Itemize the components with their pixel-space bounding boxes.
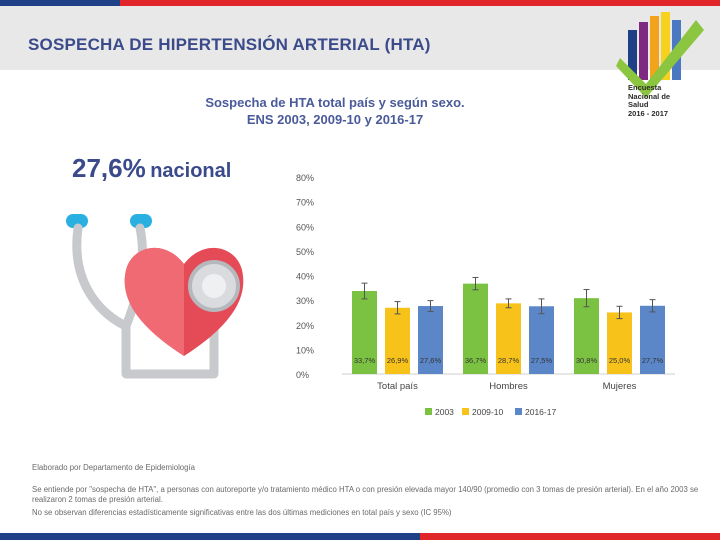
data-label: 27,7% — [642, 356, 664, 365]
logo-line: Encuesta — [628, 83, 662, 92]
logo-bar — [650, 16, 659, 80]
logo-check — [616, 20, 704, 98]
y-tick-label: 40% — [296, 272, 314, 282]
footnote-source: Elaborado por Departamento de Epidemiolo… — [32, 463, 195, 472]
ens-logo — [616, 12, 704, 98]
x-axis: Total país Hombres Mujeres — [377, 381, 636, 392]
national-value: 27,6% — [72, 153, 146, 183]
logo-line: Salud — [628, 100, 649, 109]
earpiece — [66, 214, 88, 228]
legend-swatch — [462, 408, 469, 415]
data-label: 26,9% — [387, 356, 409, 365]
chart-title: Sospecha de HTA total país y según sexo.… — [190, 94, 480, 128]
legend-label: 2016-17 — [525, 407, 556, 417]
logo-bar — [639, 22, 648, 80]
bar — [385, 307, 410, 374]
bars: 33,7% 26,9% 27,6% 36,7% 28,7% 27,5% 30,8% 25,0%… — [352, 276, 665, 374]
legend-label: 2009-10 — [472, 407, 503, 417]
national-stat: 27,6% nacional — [72, 153, 231, 184]
chestpiece-center — [202, 274, 226, 298]
y-tick-label: 0% — [296, 370, 309, 380]
data-label: 27,5% — [531, 356, 553, 365]
page-title: SOSPECHA DE HIPERTENSIÓN ARTERIAL (HTA) — [28, 35, 431, 54]
bar — [496, 303, 521, 374]
header-band — [0, 6, 720, 70]
legend-swatch — [425, 408, 432, 415]
bar — [463, 283, 488, 374]
bar — [352, 291, 377, 374]
bottom-accent-bar — [0, 533, 720, 540]
x-tick-label: Hombres — [489, 381, 528, 392]
bar — [574, 298, 599, 374]
national-label: nacional — [150, 160, 232, 182]
bar — [529, 306, 554, 374]
footnote-definition: Se entiende por "sospecha de HTA", a per… — [32, 485, 699, 504]
top-accent-bar — [0, 0, 720, 6]
bar — [607, 312, 632, 374]
legend-swatch — [515, 408, 522, 415]
data-label: 25,0% — [609, 356, 631, 365]
legend-label: 2003 — [435, 407, 454, 417]
bar — [418, 306, 443, 374]
chart-title-line1: Sospecha de HTA total país y según sexo. — [205, 95, 465, 110]
data-label: 33,7% — [354, 356, 376, 365]
data-label: 28,7% — [498, 356, 520, 365]
logo-text: Encuesta Nacional de Salud 2016 - 2017 — [628, 83, 708, 118]
y-tick-label: 60% — [296, 222, 314, 232]
footnote-significance: No se observan diferencias estadísticame… — [32, 508, 452, 517]
y-tick-label: 70% — [296, 198, 314, 208]
chart-title-line2: ENS 2003, 2009-10 y 2016-17 — [246, 112, 424, 127]
y-tick-label: 20% — [296, 321, 314, 331]
y-tick-label: 80% — [296, 173, 314, 183]
heart-highlight — [124, 247, 184, 356]
logo-bar — [661, 12, 670, 80]
y-tick-label: 50% — [296, 247, 314, 257]
legend: 2003 2009-10 2016-17 — [425, 407, 556, 417]
hta-bar-chart: 0% 10% 20% 30% 40% 50% 60% 70% 80% 33,7% 26,9% 27,… — [296, 173, 675, 417]
logo-line: Nacional de — [628, 91, 671, 101]
x-tick-label: Total país — [377, 381, 418, 392]
earpiece — [130, 214, 152, 228]
data-label: 36,7% — [465, 356, 487, 365]
y-tick-label: 10% — [296, 345, 314, 355]
stethoscope-tube — [72, 223, 219, 379]
data-label: 30,8% — [576, 356, 598, 365]
logo-bar — [628, 30, 637, 80]
data-label: 27,6% — [420, 356, 442, 365]
x-tick-label: Mujeres — [603, 381, 637, 392]
y-tick-label: 30% — [296, 296, 314, 306]
logo-line: 2016 - 2017 — [628, 108, 669, 118]
bar — [640, 305, 665, 374]
stethoscope-heart-icon — [66, 214, 244, 379]
